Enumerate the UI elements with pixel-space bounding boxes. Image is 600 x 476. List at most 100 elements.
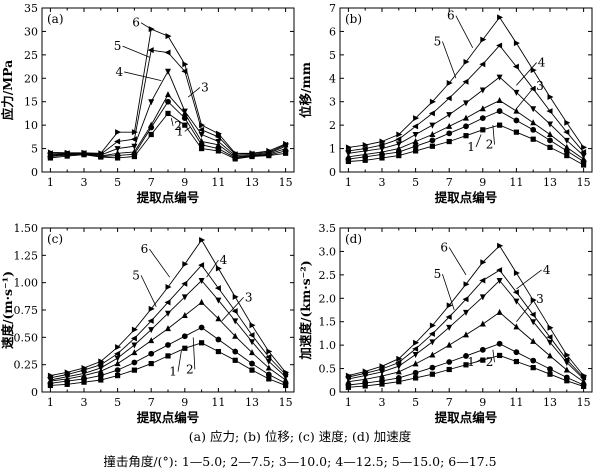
data-point-triangle-left — [181, 68, 188, 75]
data-point-triangle-up — [563, 143, 570, 150]
series-2 — [345, 340, 587, 388]
series-annotation-label: 1 — [467, 140, 475, 154]
data-point-triangle-up — [131, 148, 138, 155]
y-tick-label: 25 — [24, 49, 38, 62]
data-point-triangle-right — [463, 58, 470, 65]
data-point-triangle-left — [580, 149, 587, 156]
data-point-square — [266, 376, 272, 382]
data-point-triangle-right — [513, 269, 520, 276]
data-point-triangle-right — [413, 115, 420, 122]
data-point-triangle-right — [362, 368, 369, 375]
data-point-square — [446, 138, 452, 145]
data-point-triangle-right — [429, 98, 436, 105]
data-point-triangle-left — [130, 136, 137, 143]
data-point-triangle-left — [512, 63, 519, 70]
data-point-triangle-left — [395, 136, 402, 143]
panel-label: (b) — [345, 12, 362, 26]
data-point-triangle-down — [165, 310, 171, 317]
data-point-triangle-right — [564, 351, 571, 358]
data-point-triangle-right — [379, 138, 386, 145]
y-tick-label: 20 — [24, 72, 38, 85]
annotation-leader — [516, 62, 537, 86]
data-point-square — [115, 373, 121, 379]
data-point-triangle-right — [249, 150, 256, 157]
data-point-triangle-left — [462, 296, 469, 303]
y-tick-label: 2.0 — [319, 292, 337, 305]
data-point-triangle-down — [563, 137, 570, 144]
data-point-triangle-right — [182, 261, 189, 268]
data-point-circle — [429, 137, 436, 144]
data-point-square — [564, 378, 570, 384]
data-point-triangle-right — [115, 129, 122, 136]
data-point-square — [547, 144, 553, 150]
data-point-triangle-up — [446, 122, 453, 129]
data-point-square — [513, 129, 519, 135]
x-tick-label: 9 — [181, 396, 188, 409]
data-point-triangle-down — [131, 143, 138, 150]
data-point-triangle-left — [265, 354, 272, 361]
data-point-triangle-left — [198, 262, 205, 269]
series-line — [348, 269, 584, 378]
data-point-triangle-right — [379, 363, 386, 370]
x-tick-label: 5 — [114, 396, 121, 409]
y-tick-label: 5 — [329, 49, 336, 62]
series-annotation-label: 4 — [220, 253, 228, 267]
series-annotation-label: 5 — [132, 268, 140, 282]
data-point-triangle-down — [547, 121, 553, 128]
figure-caption-panels: (a) 应力; (b) 位移; (c) 速度; (d) 加速度 — [188, 429, 412, 444]
data-point-circle — [97, 372, 104, 379]
annotation-leader — [177, 350, 182, 372]
data-point-circle — [412, 143, 419, 150]
data-point-triangle-left — [378, 142, 385, 149]
y-tick-label: 0.5 — [319, 363, 337, 376]
data-point-triangle-right — [199, 122, 206, 129]
data-point-triangle-right — [480, 259, 487, 266]
x-axis-label: 提取点编号 — [435, 410, 498, 425]
data-point-triangle-right — [165, 33, 172, 40]
data-point-circle — [148, 350, 155, 357]
data-point-triangle-up — [114, 360, 121, 367]
y-tick-label: 10 — [24, 119, 38, 132]
x-tick-label: 7 — [446, 396, 453, 409]
y-tick-label: 0 — [31, 386, 38, 399]
data-point-triangle-up — [198, 298, 205, 305]
data-point-triangle-right — [362, 142, 369, 149]
data-point-circle — [181, 333, 188, 340]
y-tick-label: 1 — [329, 143, 336, 156]
data-point-triangle-left — [512, 289, 519, 296]
data-point-triangle-right — [199, 237, 206, 244]
data-point-triangle-left — [479, 61, 486, 68]
x-tick-label: 1 — [345, 396, 352, 409]
data-point-triangle-down — [429, 122, 436, 129]
data-point-triangle-right — [81, 149, 88, 156]
data-point-triangle-down — [232, 318, 239, 325]
x-tick-label: 11 — [211, 396, 225, 409]
data-point-triangle-up — [165, 91, 171, 98]
x-tick-label: 7 — [148, 176, 155, 189]
data-point-triangle-right — [283, 369, 290, 376]
data-point-triangle-down — [412, 132, 419, 139]
data-point-triangle-left — [344, 147, 351, 154]
series-annotation-label: 5 — [114, 39, 122, 53]
data-point-triangle-up — [530, 119, 537, 126]
data-point-triangle-down — [114, 355, 121, 362]
annotation-leader — [475, 134, 482, 148]
data-point-triangle-right — [182, 61, 189, 68]
data-point-square — [81, 379, 87, 385]
x-tick-label: 11 — [211, 176, 225, 189]
data-point-triangle-up — [496, 97, 503, 104]
data-point-square — [148, 360, 154, 367]
data-point-triangle-up — [530, 337, 537, 344]
series-6 — [345, 242, 588, 379]
data-point-triangle-right — [396, 131, 403, 138]
annotation-leader — [475, 358, 482, 363]
data-point-triangle-right — [581, 144, 588, 151]
data-point-triangle-up — [463, 331, 469, 338]
data-point-square — [547, 371, 553, 377]
y-tick-label: 0 — [329, 166, 336, 179]
data-point-triangle-left — [130, 335, 137, 342]
series-annotation-label: 2 — [486, 138, 494, 152]
data-point-triangle-left — [445, 95, 452, 102]
data-point-triangle-left — [395, 359, 402, 366]
data-point-triangle-down — [395, 363, 402, 370]
